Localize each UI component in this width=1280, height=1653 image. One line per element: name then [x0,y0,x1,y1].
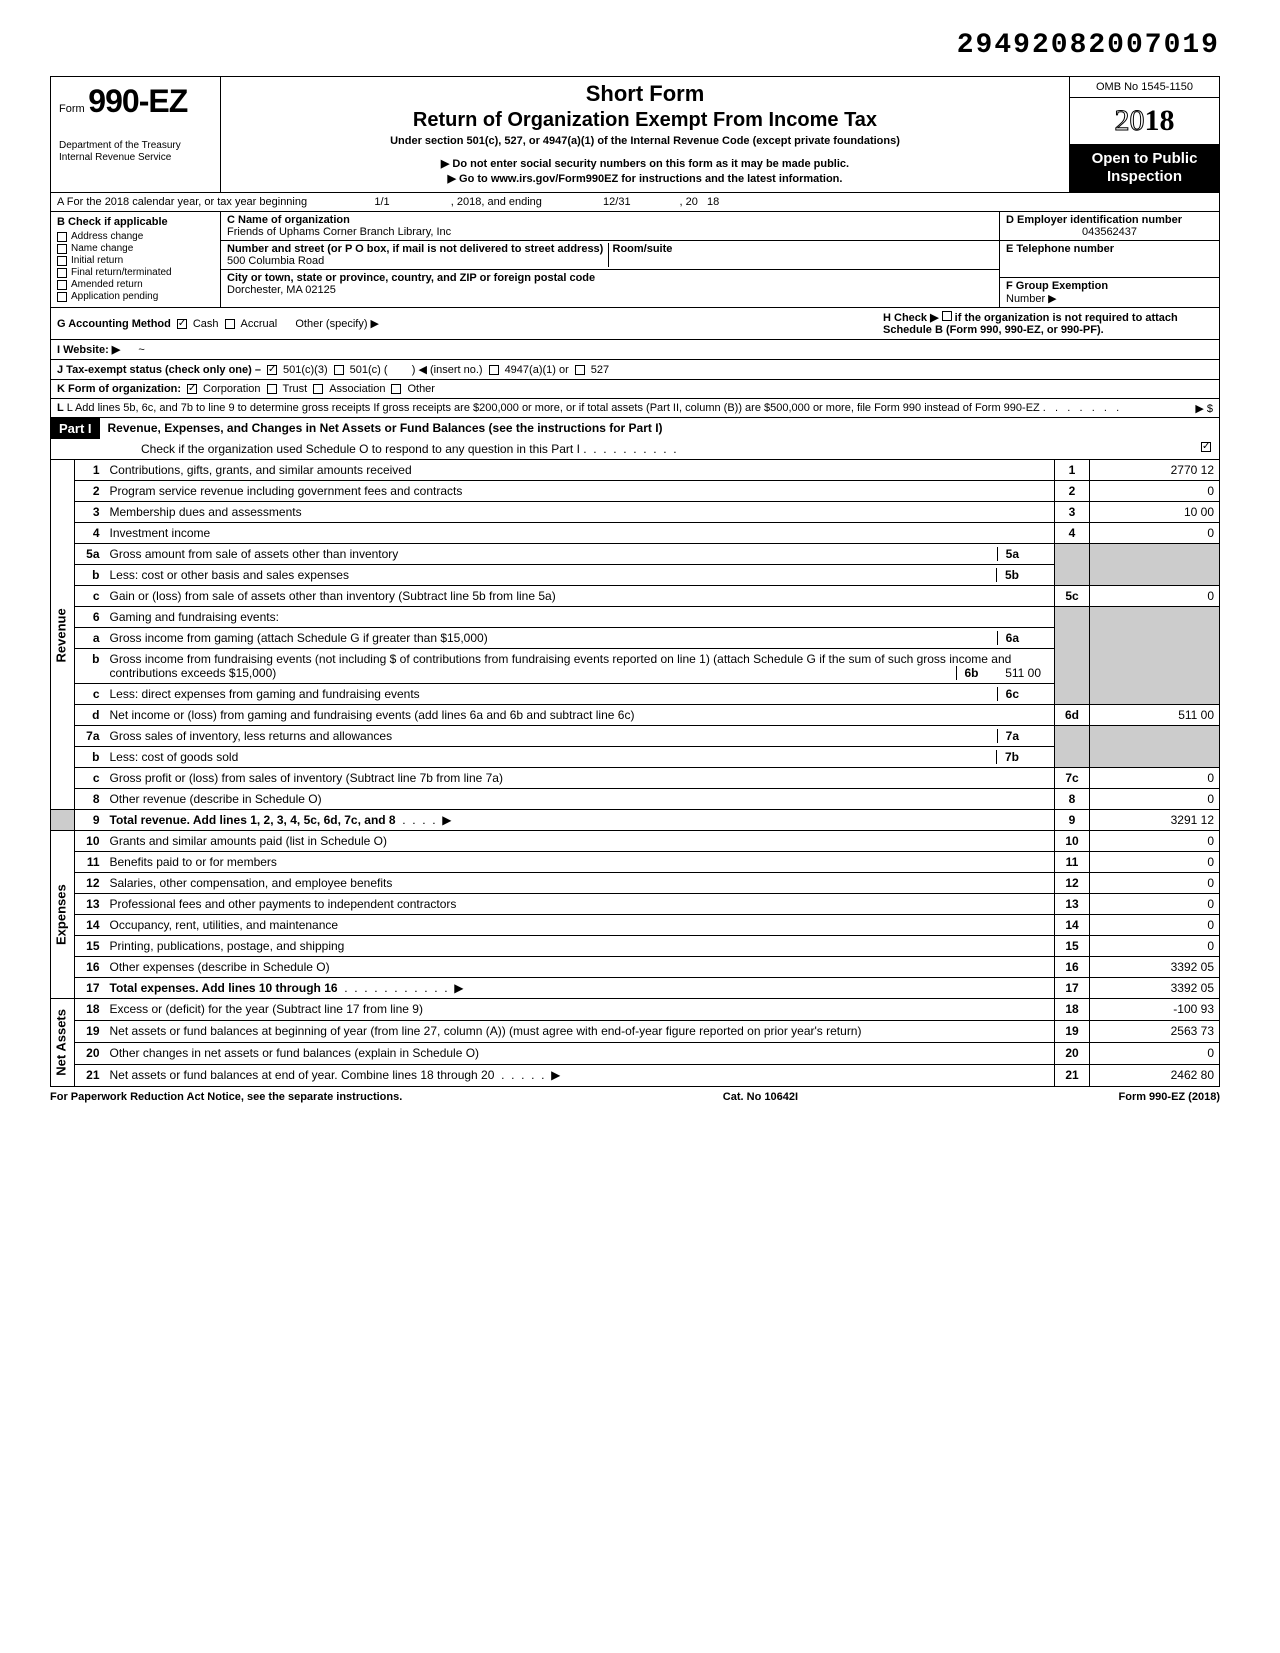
form-number: 990-EZ [88,83,187,119]
row-i-website: I Website: ▶ ~ [50,340,1220,360]
chk-address-change[interactable] [57,232,67,242]
org-city: Dorchester, MA 02125 [227,284,993,296]
chk-501c3[interactable] [267,365,277,375]
part-1-title: Revenue, Expenses, and Changes in Net As… [100,418,1219,439]
chk-application-pending[interactable] [57,292,67,302]
omb-number: OMB No 1545-1150 [1070,77,1219,98]
chk-schedule-b[interactable] [942,311,952,321]
chk-corporation[interactable] [187,384,197,394]
addr-label: Number and street (or P O box, if mail i… [227,243,608,255]
row-l-gross-receipts: L L Add lines 5b, 6c, and 7b to line 9 t… [50,399,1220,418]
short-form-title: Short Form [229,81,1061,107]
name-label: C Name of organization [227,214,993,226]
chk-trust[interactable] [267,384,277,394]
expenses-label: Expenses [51,831,75,999]
net-assets-label: Net Assets [51,999,75,1087]
group-exemption-label: F Group Exemption [1006,280,1213,292]
ein-label: D Employer identification number [1006,214,1213,226]
lines-table: Revenue 1Contributions, gifts, grants, a… [50,460,1220,1087]
dept-irs: Internal Revenue Service [59,152,212,164]
chk-cash[interactable] [177,319,187,329]
chk-4947[interactable] [489,365,499,375]
org-name: Friends of Uphams Corner Branch Library,… [227,226,993,238]
chk-amended-return[interactable] [57,280,67,290]
chk-name-change[interactable] [57,244,67,254]
org-street: 500 Columbia Road [227,255,608,267]
dept-treasury: Department of the Treasury [59,140,212,152]
row-k-form-org: K Form of organization: Corporation Trus… [50,380,1220,399]
row-a-tax-year: A For the 2018 calendar year, or tax yea… [50,193,1220,212]
row-g-accounting: G Accounting Method Cash Accrual Other (… [50,308,1220,340]
instruct-ssn: ▶ Do not enter social security numbers o… [229,157,1061,170]
open-public-badge: Open to Public Inspection [1070,144,1219,192]
form-prefix: Form [59,103,85,115]
room-label: Room/suite [608,243,994,267]
phone-label: E Telephone number [1006,243,1213,255]
chk-accrual[interactable] [225,319,235,329]
instruct-web: ▶ Go to www.irs.gov/Form990EZ for instru… [229,172,1061,185]
chk-527[interactable] [575,365,585,375]
chk-initial-return[interactable] [57,256,67,266]
part-1-check: Check if the organization used Schedule … [51,439,1219,459]
org-info-block: B Check if applicable Address change Nam… [50,212,1220,308]
city-label: City or town, state or province, country… [227,272,993,284]
tax-year: 2018 [1070,98,1219,144]
section-b-label: B Check if applicable [57,216,214,228]
ein-value: 043562437 [1006,226,1213,238]
return-title: Return of Organization Exempt From Incom… [229,109,1061,132]
group-exemption-number: Number ▶ [1006,292,1213,305]
part-1-header: Part I [51,418,100,439]
chk-schedule-o[interactable] [1201,442,1211,452]
document-id: 29492082007019 [50,30,1220,61]
chk-final-return[interactable] [57,268,67,278]
chk-other-org[interactable] [391,384,401,394]
page-footer: For Paperwork Reduction Act Notice, see … [50,1091,1220,1103]
revenue-label: Revenue [51,460,75,810]
form-header: Form 990-EZ Department of the Treasury I… [50,76,1220,193]
subtitle: Under section 501(c), 527, or 4947(a)(1)… [229,135,1061,147]
row-j-tax-status: J Tax-exempt status (check only one) – 5… [50,360,1220,380]
chk-501c[interactable] [334,365,344,375]
chk-association[interactable] [313,384,323,394]
